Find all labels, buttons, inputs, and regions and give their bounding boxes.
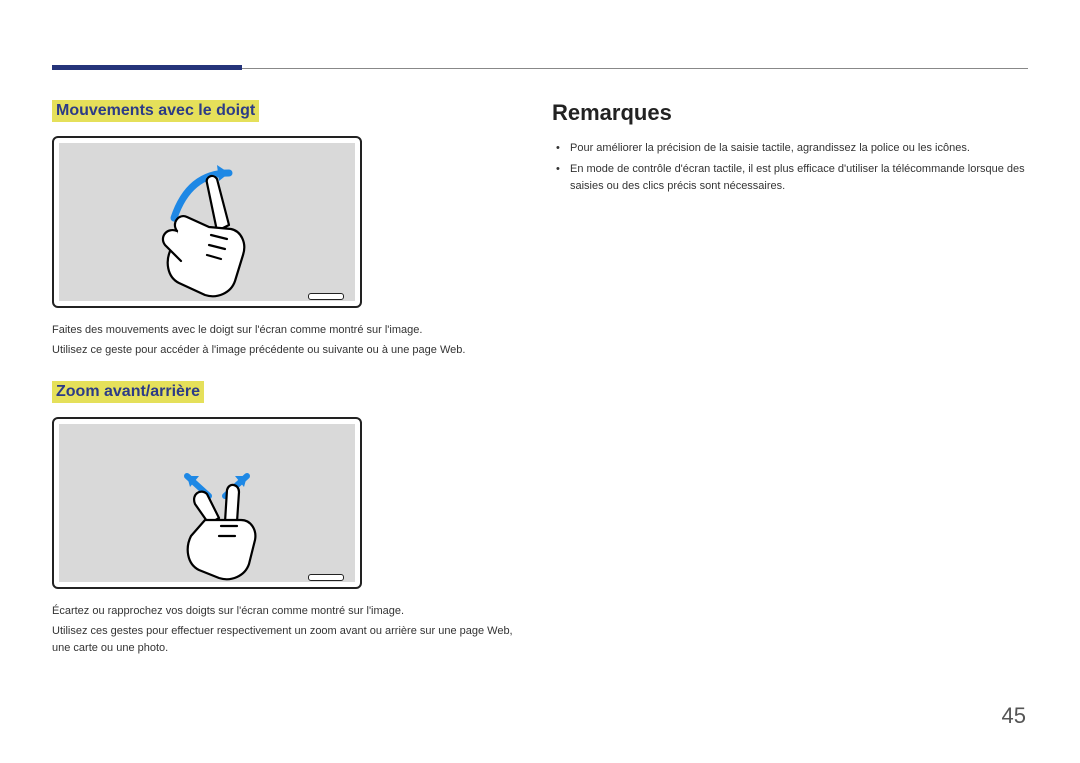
stand-notch (308, 293, 344, 300)
section-zoom: Zoom avant/arrière (52, 381, 522, 657)
illustration-screen-swipe (59, 143, 355, 301)
right-column: Remarques Pour améliorer la précision de… (552, 100, 1028, 679)
illustration-screen-zoom (59, 424, 355, 582)
remarque-item: Pour améliorer la précision de la saisie… (570, 140, 1028, 157)
header-rule-thick (52, 65, 242, 70)
swipe-text-1: Faites des mouvements avec le doigt sur … (52, 322, 522, 339)
remarques-list: Pour améliorer la précision de la saisie… (552, 140, 1028, 195)
illustration-frame-swipe (52, 136, 362, 308)
page-number: 45 (1002, 703, 1026, 729)
content-area: Mouvements avec le doigt (52, 100, 1028, 679)
illustration-frame-zoom (52, 417, 362, 589)
swipe-gesture-icon (59, 143, 355, 301)
swipe-text-2: Utilisez ce geste pour accéder à l'image… (52, 342, 522, 359)
section-finger-swipe: Mouvements avec le doigt (52, 100, 522, 359)
heading-zoom: Zoom avant/arrière (52, 381, 204, 403)
header-rule (52, 68, 1028, 70)
left-column: Mouvements avec le doigt (52, 100, 522, 679)
heading-finger-swipe: Mouvements avec le doigt (52, 100, 259, 122)
zoom-text-2: Utilisez ces gestes pour effectuer respe… (52, 623, 522, 657)
remarque-item: En mode de contrôle d'écran tactile, il … (570, 161, 1028, 195)
stand-notch (308, 574, 344, 581)
heading-remarques: Remarques (552, 100, 1028, 126)
pinch-zoom-icon (59, 424, 355, 582)
zoom-text-1: Écartez ou rapprochez vos doigts sur l'é… (52, 603, 522, 620)
